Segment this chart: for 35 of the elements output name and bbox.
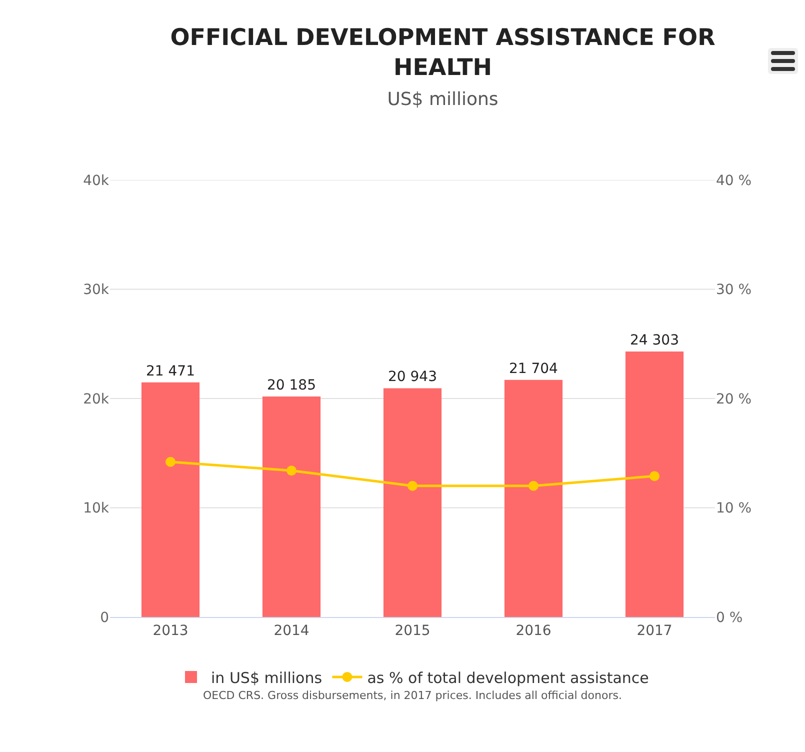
data-label: 21 471 — [146, 363, 195, 380]
y-tick-label: 10k — [83, 500, 110, 517]
data-label: 20 943 — [388, 369, 437, 386]
y2-tick-label: 20 % — [716, 391, 752, 408]
data-label: 20 185 — [267, 377, 316, 394]
data-label: 21 704 — [508, 360, 558, 377]
y-tick-label: 0 — [100, 610, 109, 626]
y2-tick-label: 30 % — [716, 282, 752, 298]
point — [408, 480, 418, 491]
point — [286, 466, 296, 476]
bar — [504, 380, 563, 617]
y-tick-label: 20k — [83, 391, 110, 408]
bar — [625, 351, 684, 617]
point — [166, 456, 176, 467]
x-tick-label: 2015 — [394, 622, 430, 639]
bar — [141, 382, 200, 617]
y2-tick-label: 0 % — [716, 610, 743, 626]
point — [650, 471, 660, 482]
y2-tick-label: 40 % — [716, 172, 752, 189]
text: OECD CRS. Gross disbursements, in 2017 prices. Includes all official donors. — [203, 689, 622, 702]
x-tick-label: 2017 — [636, 622, 672, 639]
y2-tick-label: 10 % — [716, 500, 752, 517]
x-tick-label: 2014 — [274, 622, 310, 639]
legend-label: in US$ millions — [211, 668, 322, 687]
legend-label: as % of total development assistance — [367, 668, 649, 687]
y-tick-label: 40k — [83, 172, 110, 189]
x-tick-label: 2013 — [152, 622, 188, 639]
data-label: 24 303 — [630, 332, 679, 348]
point — [528, 480, 538, 491]
x-tick-label: 2016 — [516, 622, 552, 639]
chart-subtitle: US$ millions — [387, 88, 498, 110]
y-tick-label: 30k — [83, 282, 110, 298]
chart-title: OFFICIAL DEVELOPMENT ASSISTANCE FOR HEALTH — [170, 25, 716, 82]
bar — [262, 396, 321, 617]
bar — [383, 388, 442, 617]
